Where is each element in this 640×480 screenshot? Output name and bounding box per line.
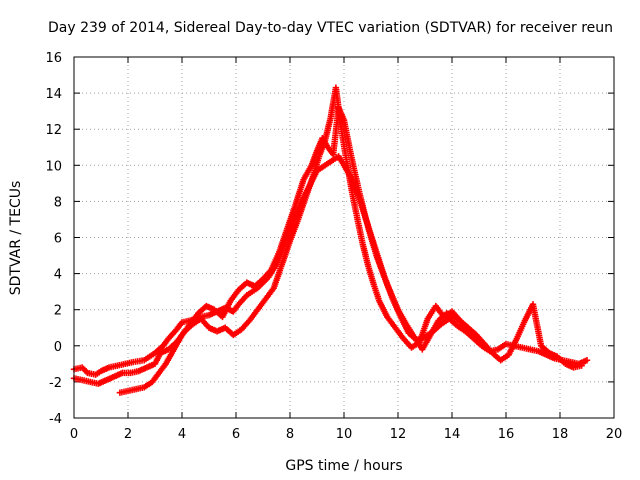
y-tick-label: 0	[54, 340, 62, 355]
y-tick-label: 12	[45, 123, 62, 138]
x-tick-label: 20	[606, 427, 623, 442]
chart-title: Day 239 of 2014, Sidereal Day-to-day VTE…	[48, 20, 613, 36]
data-series	[70, 84, 591, 396]
y-tick-label: 8	[54, 195, 62, 210]
x-tick-label: 0	[70, 427, 78, 442]
y-tick-label: 2	[54, 304, 62, 319]
y-tick-label: 14	[45, 87, 62, 102]
y-tick-label: 4	[54, 268, 62, 283]
x-tick-label: 16	[498, 427, 515, 442]
x-tick-label: 12	[390, 427, 407, 442]
x-tick-label: 8	[286, 427, 294, 442]
y-axis-label: SDTVAR / TECUs	[8, 181, 24, 296]
x-tick-labels: 0 2 4 6 8 10 12 14 16 18 20	[70, 427, 622, 442]
y-tick-label: -2	[49, 376, 62, 391]
x-tick-label: 6	[232, 427, 240, 442]
x-tick-label: 18	[552, 427, 569, 442]
x-tick-label: 2	[124, 427, 132, 442]
x-tick-label: 14	[444, 427, 461, 442]
series-track	[118, 106, 489, 396]
y-tick-label: 16	[45, 51, 62, 66]
y-tick-label: 6	[54, 232, 62, 247]
series-track-c	[116, 104, 491, 396]
y-tick-labels: -4 -2 0 2 4 6 8 10 12 14 16	[45, 51, 62, 427]
axis-ticks	[73, 56, 615, 419]
x-axis-label: GPS time / hours	[285, 458, 402, 474]
x-tick-label: 10	[336, 427, 353, 442]
x-tick-label: 4	[178, 427, 186, 442]
plot-frame	[73, 56, 615, 419]
y-tick-label: 10	[45, 159, 62, 174]
y-tick-label: -4	[49, 412, 62, 427]
